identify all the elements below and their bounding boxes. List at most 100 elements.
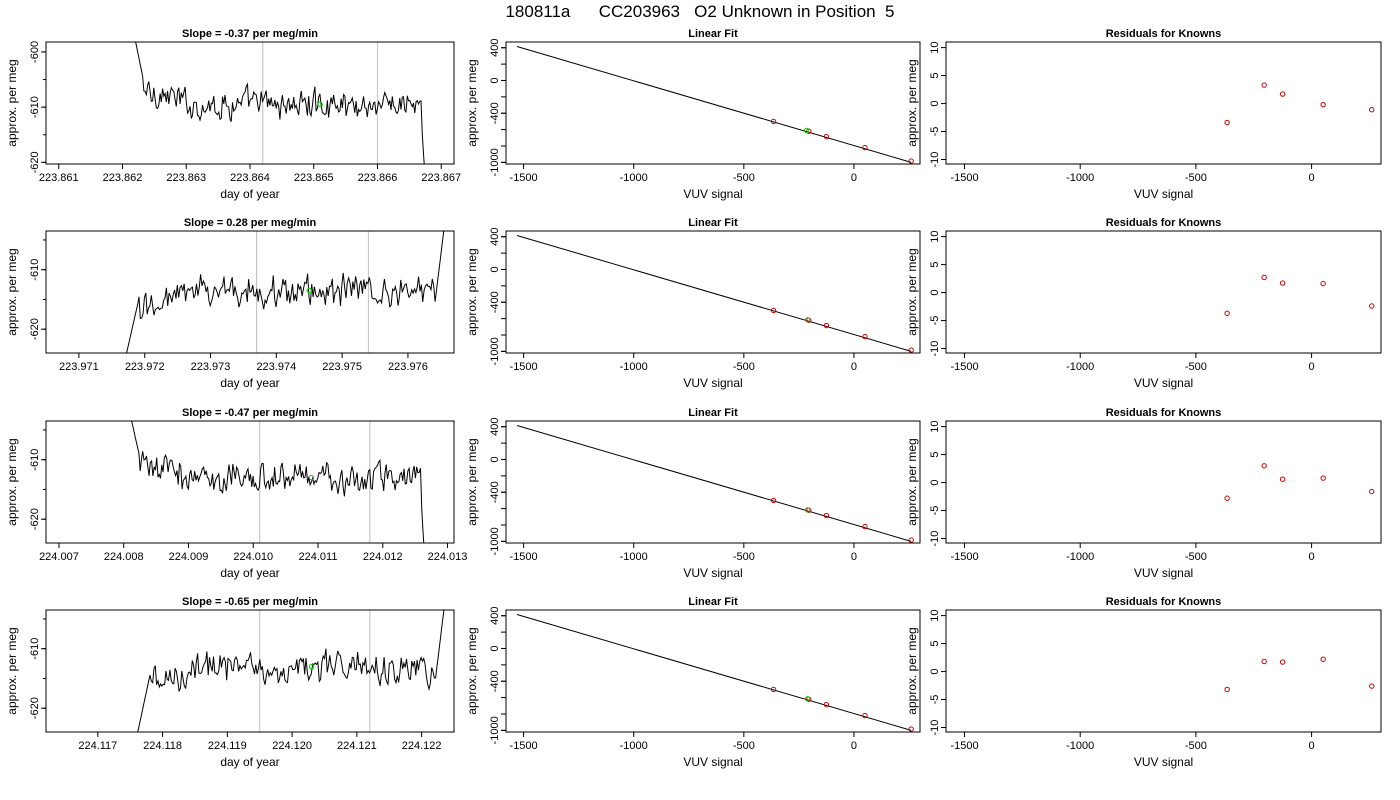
y-tick-label: -610 [29,449,41,471]
y-axis-label: approx. per meg [465,627,479,714]
panel-title: Linear Fit [688,28,738,40]
unknown-marker [308,474,315,481]
fit-line [516,425,912,542]
y-tick-label: 10 [929,609,941,621]
panel-frame [945,420,1382,544]
panel-frame [505,230,921,354]
panel-title: Slope = -0.65 per meg/min [182,596,318,608]
x-tick-label: -1500 [950,551,978,563]
known-point [908,537,914,543]
x-tick-label: 0 [851,740,857,752]
y-tick-label: -620 [29,151,41,173]
y-tick-label: -1000 [489,527,501,555]
x-tick-label: -1000 [1066,172,1094,184]
y-tick-label: -400 [489,481,501,503]
x-tick-label: 223.861 [39,172,79,184]
x-tick-label: 224.118 [143,740,182,752]
x-axis-label: day of year [220,566,279,580]
x-tick-label: 0 [851,172,857,184]
signal-trace [126,231,445,353]
known-point [862,333,868,340]
residual-point [1261,658,1267,665]
residual-point [1279,280,1286,286]
x-tick-label: 223.971 [59,361,99,373]
x-tick-label: -500 [1185,172,1207,184]
residual-point [1369,488,1375,495]
residual-point [1224,686,1230,693]
known-point [770,686,777,693]
panel-fit-row-3: Linear Fit -1500 -1000 -500 0 400 0 -400 -1000 VU… [465,407,921,580]
known-point [823,512,830,519]
plot-area [1224,656,1375,693]
x-tick-label: 224.007 [39,551,79,563]
y-tick-label: -400 [489,102,501,124]
signal-trace [135,42,425,164]
x-tick-label: 223.975 [322,361,362,373]
x-tick-label: 224.120 [272,740,312,752]
y-axis-label: approx. per meg [905,59,919,146]
x-tick-label: 223.973 [191,361,231,373]
panel-time-series-row-1: Slope = -0.37 per meg/min 223.861 223.862 2… [5,28,461,201]
residual-point [1320,101,1326,108]
signal-trace [131,421,425,543]
x-tick-label: -1000 [620,740,648,752]
panel-time-series-row-3: Slope = -0.47 per meg/min 224.007 224.008 2… [5,407,467,580]
panel-frame [45,41,455,165]
panel-frame [505,420,921,544]
panel-title: Residuals for Knowns [1106,217,1222,229]
y-tick-label: 5 [929,641,941,647]
panel-title: Linear Fit [688,596,738,608]
known-point [823,133,830,140]
residual-point [1279,91,1286,97]
panel-title: Linear Fit [688,217,738,229]
x-tick-label: 0 [851,361,857,373]
x-tick-label: 224.008 [104,551,144,563]
residual-point [1279,476,1286,482]
x-axis-label: VUV signal [683,566,742,580]
y-axis-label: approx. per meg [465,59,479,146]
x-axis-label: VUV signal [683,755,742,769]
x-axis-label: VUV signal [683,376,742,390]
residual-point [1261,274,1267,281]
x-tick-label: 224.122 [402,740,442,752]
y-tick-label: 10 [929,230,941,242]
plot-area [1224,274,1375,316]
residual-point [1224,310,1230,316]
y-tick-label: 400 [489,228,501,246]
y-tick-label: -1000 [489,148,501,176]
panel-time-series-row-4: Slope = -0.65 per meg/min 224.117 224.118 2… [5,596,455,769]
x-tick-label: 223.864 [230,172,270,184]
fit-line [516,235,912,352]
residual-point [1261,463,1267,469]
panel-title: Residuals for Knowns [1106,407,1222,419]
y-axis-label: approx. per meg [905,627,919,714]
residual-point [1279,659,1286,665]
x-axis-label: VUV signal [683,187,742,201]
residual-point [1369,107,1375,113]
plot-area [135,42,425,164]
y-tick-label: -10 [929,341,941,357]
panel-residuals-row-2: Residuals for Knowns -1500 -1000 -500 0 10 5 0 -… [905,217,1382,390]
x-tick-label: 223.972 [125,361,165,373]
x-axis-label: VUV signal [1134,566,1193,580]
x-axis-label: VUV signal [1134,187,1193,201]
y-tick-label: 400 [489,607,501,625]
y-axis-label: approx. per meg [905,438,919,525]
x-tick-label: -1500 [950,361,978,373]
panel-fit-row-2: Linear Fit -1500 -1000 -500 0 400 0 -400 -1000 VU… [465,217,921,390]
x-tick-label: -1000 [620,361,648,373]
x-tick-label: 223.862 [103,172,143,184]
y-tick-label: 400 [489,39,501,57]
plot-area [126,231,445,353]
y-axis-label: approx. per meg [5,248,19,335]
x-tick-label: -1500 [510,740,538,752]
x-tick-label: 224.011 [299,551,338,563]
panel-frame [505,609,921,733]
y-tick-label: -10 [929,531,941,547]
x-tick-label: 0 [1309,361,1315,373]
x-tick-label: -1000 [620,172,648,184]
y-tick-label: -5 [929,506,941,516]
panel-frame [505,41,921,165]
residual-point [1320,280,1326,287]
y-tick-label: 0 [489,645,501,651]
